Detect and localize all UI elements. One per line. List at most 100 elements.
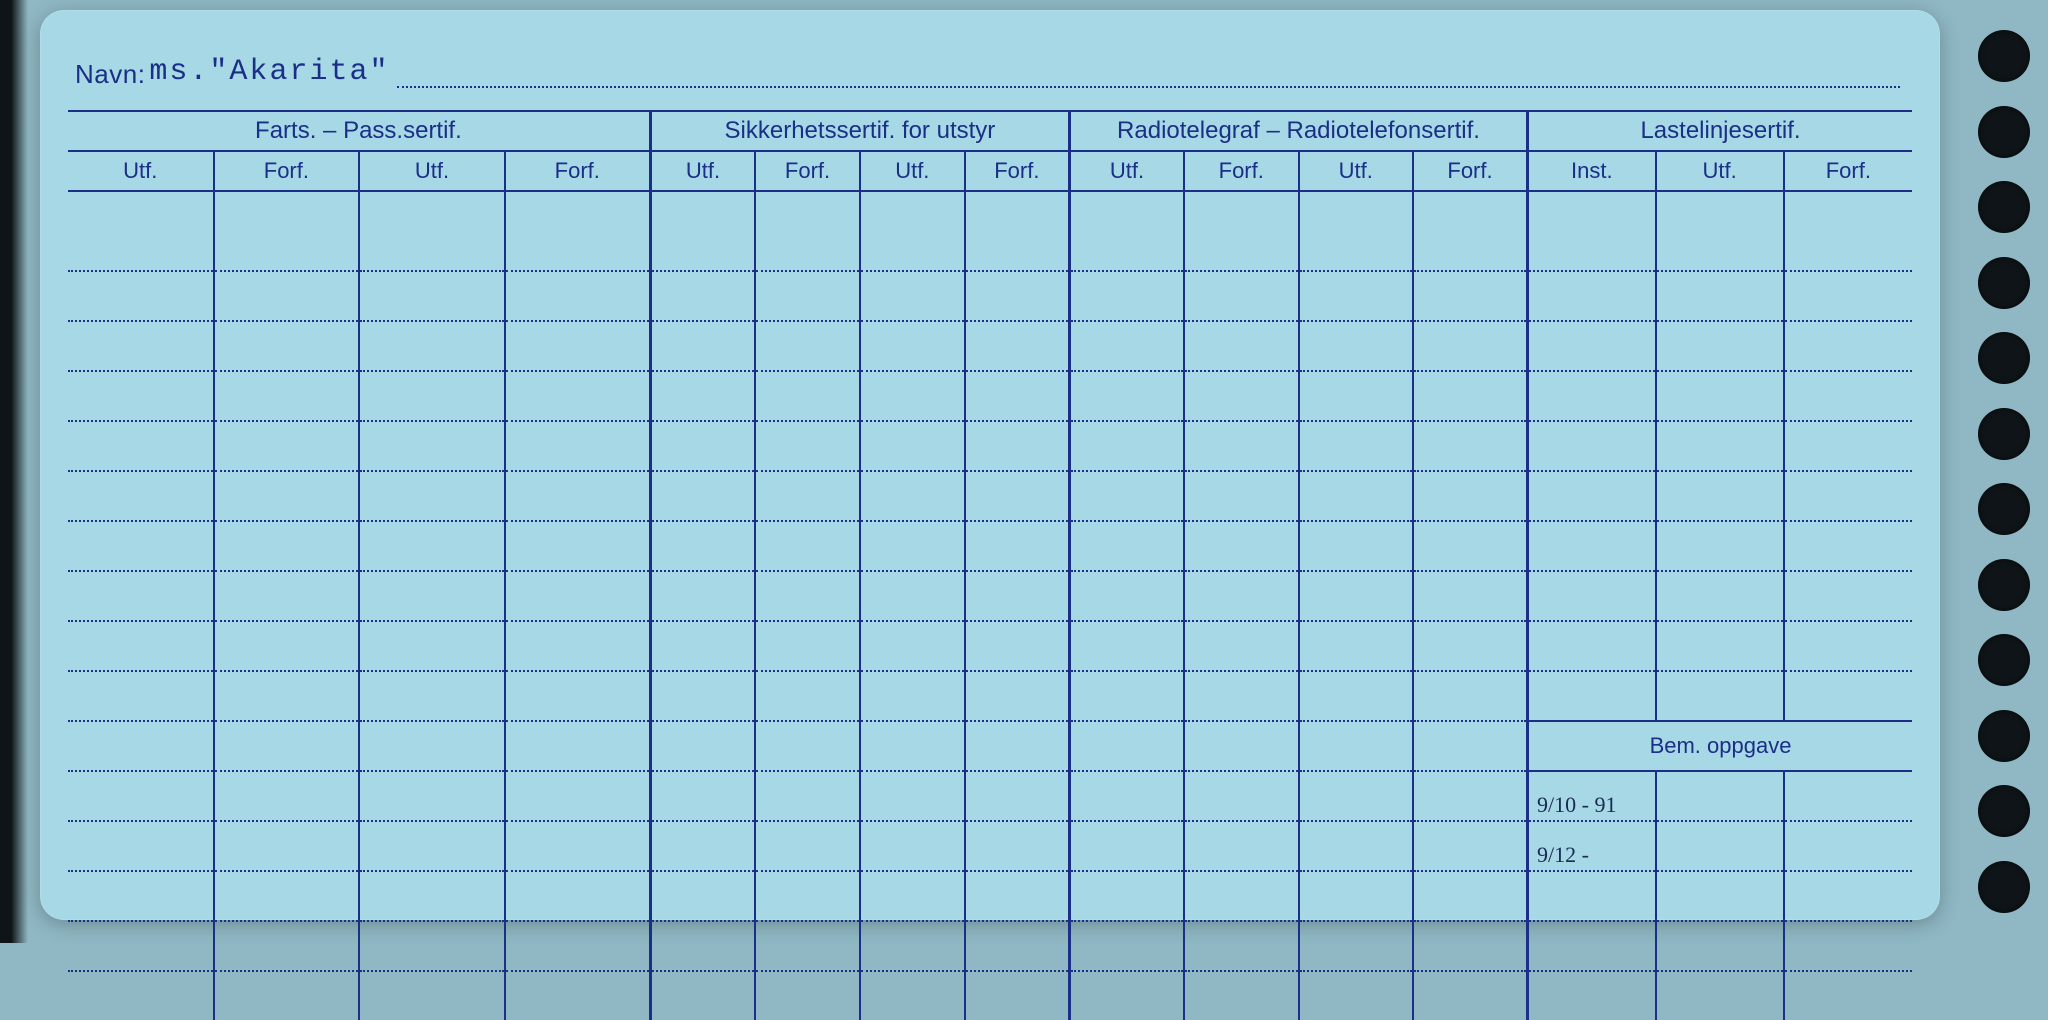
cell xyxy=(68,471,214,521)
cell xyxy=(68,771,214,821)
cell xyxy=(965,222,1070,271)
cell xyxy=(1070,421,1185,471)
cell xyxy=(68,921,214,971)
cell xyxy=(650,621,755,671)
sub-header: Forf. xyxy=(214,151,360,191)
cell xyxy=(1528,271,1656,321)
table-row xyxy=(68,191,1912,222)
cell xyxy=(1299,871,1414,921)
cell xyxy=(755,421,860,471)
cell xyxy=(359,821,505,871)
navn-value: ms."Akarita" xyxy=(149,55,389,90)
cell xyxy=(755,222,860,271)
cell xyxy=(860,191,965,222)
cell xyxy=(1656,271,1784,321)
cell xyxy=(1299,471,1414,521)
cell xyxy=(1528,971,1656,1020)
cell xyxy=(650,571,755,621)
cell xyxy=(650,321,755,371)
cell xyxy=(755,521,860,571)
navn-dotted-line xyxy=(397,86,1900,88)
cell xyxy=(1784,191,1912,222)
cell xyxy=(1070,821,1185,871)
cell xyxy=(1299,971,1414,1020)
cell xyxy=(965,971,1070,1020)
cell xyxy=(1184,721,1299,771)
cell xyxy=(1528,671,1656,721)
sub-header: Utf. xyxy=(359,151,505,191)
cell xyxy=(1784,271,1912,321)
table-head: Farts. – Pass.sertif. Sikkerhetssertif. … xyxy=(68,111,1912,191)
cell xyxy=(505,771,651,821)
cell xyxy=(68,191,214,222)
cell xyxy=(965,471,1070,521)
cell xyxy=(1299,721,1414,771)
cell xyxy=(650,871,755,921)
table-row: 9/10 - 91 xyxy=(68,771,1912,821)
cell xyxy=(1413,771,1528,821)
cell xyxy=(1656,222,1784,271)
cell xyxy=(1528,321,1656,371)
cell xyxy=(860,821,965,871)
cell xyxy=(359,671,505,721)
cell xyxy=(1299,771,1414,821)
punch-hole xyxy=(1978,332,2030,384)
sub-header: Utf. xyxy=(1656,151,1784,191)
cell xyxy=(965,321,1070,371)
navn-label: Navn: xyxy=(75,59,149,90)
cell xyxy=(1413,821,1528,871)
cell xyxy=(1656,191,1784,222)
cell xyxy=(359,771,505,821)
cell xyxy=(359,621,505,671)
cell xyxy=(1299,271,1414,321)
cell xyxy=(359,321,505,371)
cell xyxy=(1528,371,1656,421)
table-row xyxy=(68,321,1912,371)
cell xyxy=(1413,971,1528,1020)
cell xyxy=(965,921,1070,971)
cell xyxy=(1184,521,1299,571)
cell xyxy=(755,621,860,671)
cell xyxy=(214,571,360,621)
cell xyxy=(1784,321,1912,371)
cell xyxy=(755,371,860,421)
cell xyxy=(1656,521,1784,571)
cell xyxy=(1184,271,1299,321)
cell xyxy=(1413,621,1528,671)
punch-hole xyxy=(1978,710,2030,762)
cell xyxy=(1413,521,1528,571)
cell xyxy=(214,271,360,321)
cell xyxy=(755,821,860,871)
cell xyxy=(1299,621,1414,671)
punch-hole xyxy=(1978,181,2030,233)
cell xyxy=(505,871,651,921)
cell xyxy=(1784,821,1912,871)
cell xyxy=(359,921,505,971)
cell xyxy=(650,821,755,871)
certificate-table-wrap: Farts. – Pass.sertif. Sikkerhetssertif. … xyxy=(68,110,1912,900)
cell xyxy=(1528,871,1656,921)
cell xyxy=(965,271,1070,321)
punch-hole xyxy=(1978,634,2030,686)
punch-hole xyxy=(1978,30,2030,82)
cell xyxy=(965,821,1070,871)
cell xyxy=(1656,371,1784,421)
punch-hole xyxy=(1978,408,2030,460)
cell xyxy=(1656,671,1784,721)
cell xyxy=(1784,971,1912,1020)
cell xyxy=(214,971,360,1020)
cell xyxy=(214,321,360,371)
cell xyxy=(965,421,1070,471)
cell xyxy=(1784,371,1912,421)
punch-hole xyxy=(1978,559,2030,611)
index-card: Navn: ms."Akarita" Farts. – Pass.sertif.… xyxy=(40,10,1940,920)
cell xyxy=(1070,921,1185,971)
cell xyxy=(1784,421,1912,471)
cell xyxy=(650,421,755,471)
cell xyxy=(650,371,755,421)
cell xyxy=(860,421,965,471)
cell xyxy=(214,621,360,671)
table-row xyxy=(68,421,1912,471)
cell xyxy=(965,871,1070,921)
cell xyxy=(359,222,505,271)
